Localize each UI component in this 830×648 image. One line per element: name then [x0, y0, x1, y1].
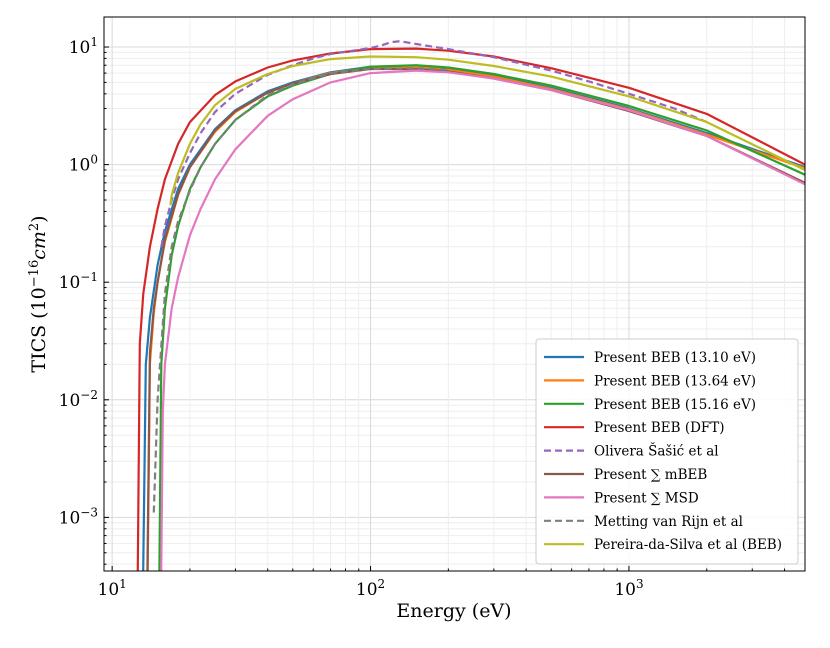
series-line-9	[169, 55, 805, 206]
series-line-7	[160, 69, 805, 571]
legend-label: Present BEB (13.10 eV)	[594, 350, 756, 366]
series-lines	[136, 40, 805, 571]
legend-label: Present ∑ MSD	[594, 490, 699, 506]
y-tick-label: 100	[69, 153, 98, 176]
legend-label: Pereira-da-Silva et al (BEB)	[594, 537, 782, 553]
legend-label: Present ∑ mBEB	[594, 467, 707, 483]
legend-label: Present BEB (DFT)	[594, 420, 725, 436]
legend: Present BEB (13.10 eV) Present BEB (13.64…	[535, 338, 799, 565]
legend-label: Metting van Rijn et al	[594, 514, 743, 530]
series-line-5	[160, 40, 708, 247]
x-axis-title: Energy (eV)	[396, 600, 511, 622]
y-tick-label: 10−3	[59, 505, 98, 528]
y-tick-label: 10−2	[59, 388, 98, 411]
y-tick-label: 10−1	[59, 270, 98, 293]
axis-ticks: 101 102 103 10−3 10−2 10−1 100 101	[59, 35, 786, 600]
x-tick-label: 102	[356, 577, 385, 600]
legend-label: Olivera Šašić et al	[594, 443, 719, 460]
x-tick-label: 103	[614, 577, 643, 600]
legend-box	[535, 338, 799, 565]
series-line-4	[136, 47, 805, 571]
series-line-3	[158, 64, 805, 571]
legend-label: Present BEB (15.16 eV)	[594, 397, 756, 413]
x-tick-label: 101	[98, 577, 127, 600]
series-line-8	[152, 67, 449, 513]
legend-label: Present BEB (13.64 eV)	[594, 373, 756, 389]
y-axis-title: TICS (10−16cm2)	[27, 215, 50, 372]
y-tick-label: 101	[69, 35, 98, 58]
